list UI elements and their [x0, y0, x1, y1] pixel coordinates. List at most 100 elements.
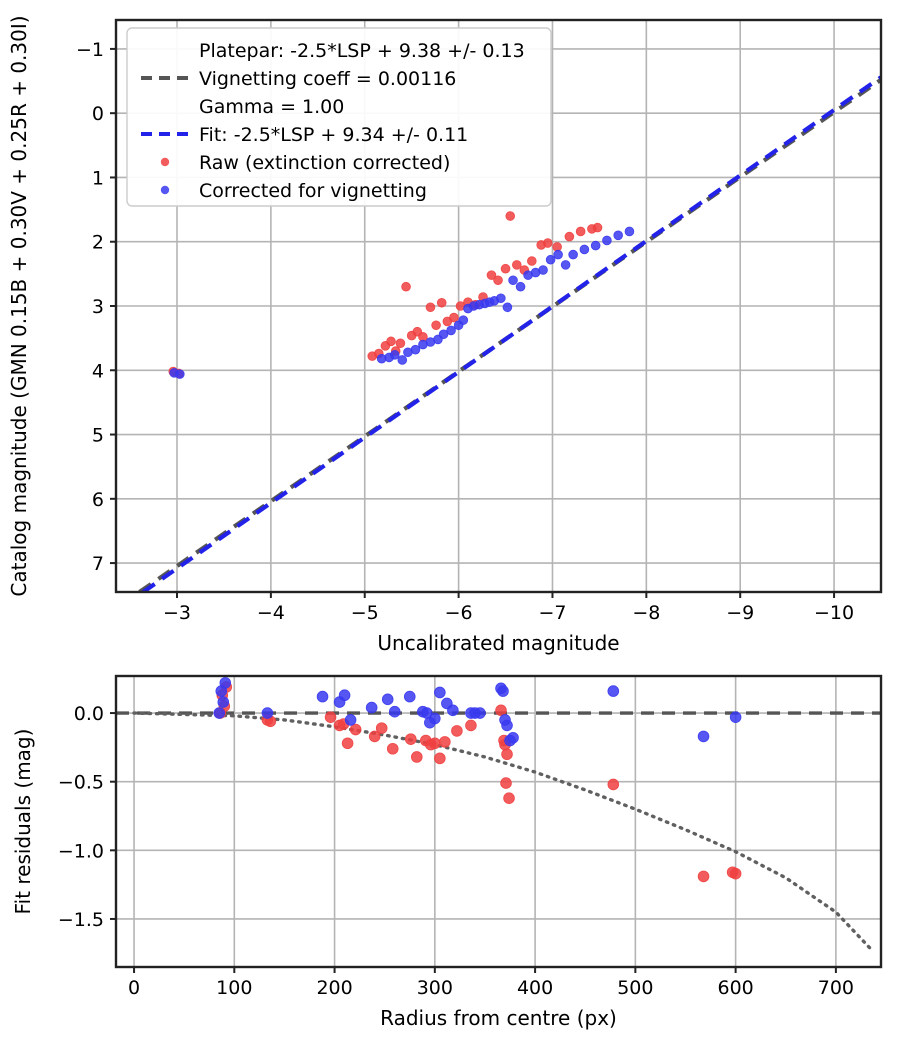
raw-point — [431, 320, 441, 331]
legend-swatch-raw — [160, 157, 170, 167]
x-tick-label: 200 — [316, 977, 352, 999]
legend-swatch-corrected — [160, 185, 170, 195]
corrected-residual-point — [501, 719, 513, 732]
x-tick-label: 400 — [517, 977, 553, 999]
x-tick-label: 700 — [818, 977, 854, 999]
raw-residual-point — [439, 736, 451, 748]
corrected-residual-point — [447, 704, 459, 717]
corrected-residual-point — [381, 693, 394, 706]
corrected-residual-point — [697, 730, 710, 743]
corrected-residual-point — [213, 707, 226, 719]
corrected-point — [508, 275, 518, 286]
x-tick-label: 600 — [717, 977, 753, 999]
corrected-point — [496, 293, 506, 304]
raw-point — [564, 231, 575, 242]
corrected-residual-point — [365, 701, 378, 714]
raw-point — [527, 256, 537, 266]
raw-point — [486, 270, 497, 280]
corrected-point — [438, 329, 449, 340]
corrected-point — [389, 350, 400, 360]
corrected-residual-point — [429, 712, 441, 725]
corrected-point — [175, 369, 185, 379]
raw-residual-point — [451, 725, 463, 737]
x-tick-label: 0 — [128, 977, 140, 999]
raw-residual-point — [434, 752, 446, 765]
y-tick-label: −1.5 — [58, 909, 104, 931]
y-tick-label: 4 — [92, 360, 104, 382]
top-yaxis-label: Catalog magnitude (GMN 0.15B + 0.30V + 0… — [7, 15, 31, 596]
corrected-point — [553, 249, 563, 260]
raw-residual-point — [368, 730, 381, 743]
corrected-residual-point — [403, 690, 416, 703]
raw-residual-point — [697, 870, 710, 883]
corrected-residual-point — [497, 685, 509, 697]
corrected-residual-point — [607, 685, 620, 697]
raw-residual-point — [375, 722, 388, 734]
corrected-point — [590, 240, 601, 251]
x-tick-label: −8 — [632, 602, 660, 624]
raw-residual-point — [341, 737, 354, 750]
bottom-data-area — [116, 677, 881, 951]
x-tick-label: −7 — [538, 602, 566, 624]
x-tick-label: −9 — [726, 602, 754, 624]
raw-residual-point — [410, 751, 423, 763]
y-tick-label: 0 — [92, 103, 104, 125]
legend-label: Fit: -2.5*LSP + 9.34 +/- 0.11 — [199, 124, 468, 146]
corrected-point — [446, 325, 456, 336]
vignetting-curve — [132, 711, 873, 951]
legend-label: Vignetting coeff = 0.00116 — [199, 68, 456, 90]
raw-residual-point — [503, 792, 515, 804]
corrected-point — [502, 302, 513, 313]
raw-residual-point — [324, 711, 337, 723]
corrected-residual-point — [219, 677, 232, 689]
raw-residual-point — [349, 723, 362, 736]
x-tick-label: −6 — [445, 602, 473, 624]
corrected-point — [602, 235, 612, 246]
y-tick-label: 5 — [92, 425, 104, 447]
bottom-yaxis-label: Fit residuals (mag) — [11, 729, 35, 915]
corrected-residual-point — [261, 707, 274, 719]
corrected-residual-point — [217, 696, 230, 708]
top-xaxis-label: Uncalibrated magnitude — [377, 631, 619, 655]
corrected-residual-point — [474, 707, 486, 719]
raw-point — [512, 260, 522, 270]
corrected-residual-point — [729, 711, 742, 723]
fit-residuals-panel: 0 100 200 300 400 500 600 700 0.0 −0.5 −1.0 −1.5 Rad… — [11, 674, 883, 1030]
raw-residual-point — [500, 777, 512, 789]
raw-residual-point — [729, 867, 742, 880]
corrected-residual-point — [316, 690, 329, 703]
corrected-point — [458, 315, 469, 325]
x-tick-label: −10 — [814, 602, 854, 624]
corrected-residual-point — [344, 714, 357, 726]
legend-label: Gamma = 1.00 — [199, 96, 344, 118]
x-tick-label: −5 — [351, 602, 379, 624]
raw-point — [401, 281, 411, 292]
y-tick-label: 1 — [92, 167, 104, 189]
y-tick-label: −1.0 — [58, 840, 104, 862]
y-tick-label: 3 — [92, 296, 104, 318]
corrected-point — [545, 254, 556, 265]
corrected-point — [613, 230, 623, 241]
magnitude-calibration-panel: −3 −4 −5 −6 −7 −8 −9 −10−101234567Uncalibrated … — [7, 15, 883, 655]
raw-residual-point — [404, 733, 417, 745]
corrected-point — [410, 344, 421, 355]
raw-point — [505, 211, 516, 221]
x-tick-label: 500 — [617, 977, 653, 999]
y-tick-label: 6 — [92, 489, 104, 511]
raw-point — [592, 222, 603, 233]
corrected-point — [624, 226, 635, 237]
raw-point — [449, 312, 459, 323]
corrected-point — [397, 355, 408, 365]
corrected-point — [560, 260, 571, 270]
corrected-residual-point — [507, 731, 519, 744]
y-tick-label: −1 — [76, 39, 104, 61]
raw-point — [500, 263, 511, 274]
raw-point — [436, 297, 447, 308]
bottom-axes-frame — [114, 674, 883, 969]
raw-residual-point — [386, 742, 399, 755]
legend-label: Raw (extinction corrected) — [199, 152, 450, 174]
top-data-area — [138, 75, 881, 592]
raw-point — [425, 302, 436, 313]
corrected-point — [568, 249, 578, 260]
y-tick-label: 2 — [92, 232, 104, 254]
